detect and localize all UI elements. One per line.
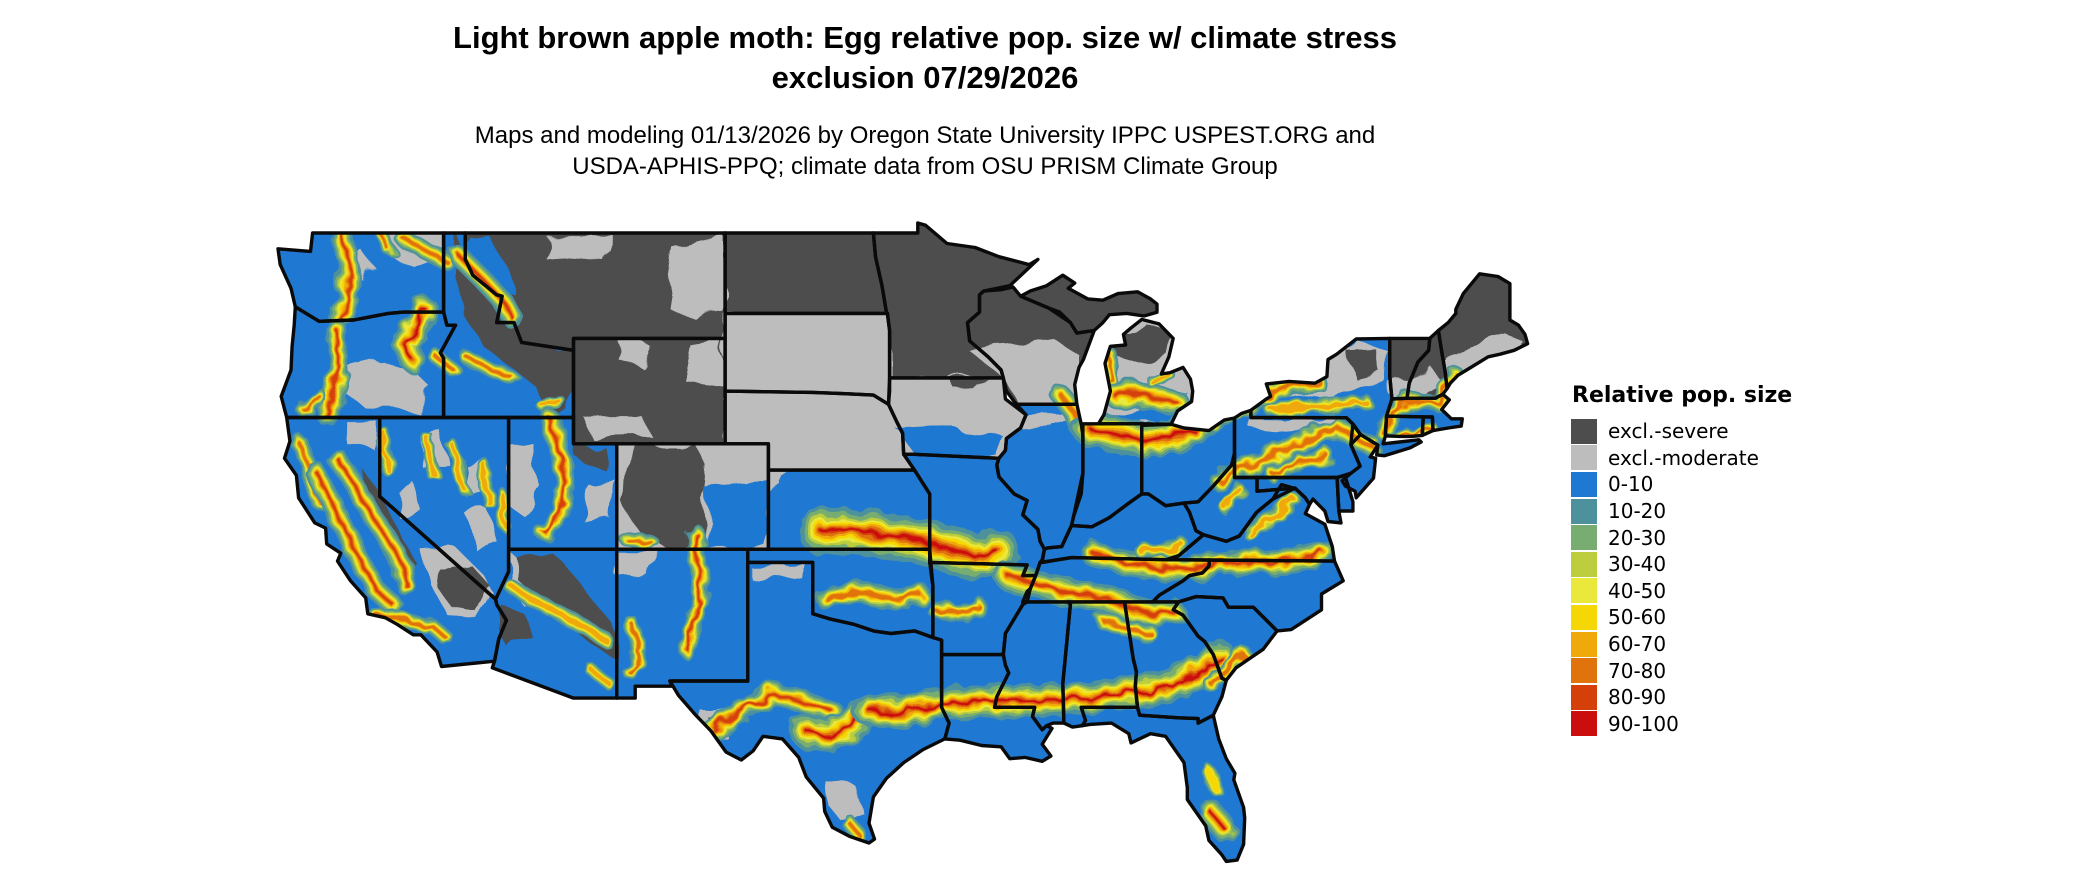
legend-row: 0-10 — [1571, 471, 1901, 498]
legend-label: excl.-moderate — [1608, 445, 1759, 470]
legend-swatch — [1571, 551, 1597, 577]
legend-label: 10-20 — [1608, 499, 1667, 524]
us-map-svg — [276, 221, 1530, 864]
legend-title: Relative pop. size — [1572, 383, 1793, 408]
legend-swatch — [1571, 631, 1597, 657]
legend-swatch — [1571, 684, 1597, 710]
legend-swatch — [1571, 711, 1597, 737]
legend-label: 40-50 — [1608, 578, 1667, 603]
legend-swatch — [1571, 498, 1597, 524]
legend-label: 0-10 — [1608, 472, 1654, 497]
legend-swatch — [1571, 604, 1597, 630]
legend-label: excl.-severe — [1608, 419, 1729, 444]
page-subtitle-line2: USDA-APHIS-PPQ; climate data from OSU PR… — [572, 153, 1278, 180]
legend-row: 10-20 — [1571, 498, 1901, 525]
legend-row: 20-30 — [1571, 524, 1901, 551]
legend-swatch — [1571, 418, 1597, 444]
page-title-line2: exclusion 07/29/2026 — [771, 60, 1079, 95]
legend-row: 60-70 — [1571, 631, 1901, 658]
page-subtitle: Maps and modeling 01/13/2026 by Oregon S… — [240, 120, 1610, 182]
legend-swatch — [1571, 471, 1597, 497]
legend-label: 80-90 — [1608, 685, 1667, 710]
legend-swatch — [1571, 525, 1597, 551]
legend-swatch — [1571, 658, 1597, 684]
legend-row: 30-40 — [1571, 551, 1901, 578]
legend-row: excl.-severe — [1571, 418, 1901, 445]
legend-label: 50-60 — [1608, 605, 1667, 630]
legend-label: 20-30 — [1608, 525, 1667, 550]
legend-label: 60-70 — [1608, 632, 1667, 657]
title-block: Light brown apple moth: Egg relative pop… — [240, 18, 1610, 98]
legend-row: 50-60 — [1571, 604, 1901, 631]
legend-label: 90-100 — [1608, 711, 1679, 736]
legend-row: 40-50 — [1571, 578, 1901, 605]
legend-row: excl.-moderate — [1571, 445, 1901, 472]
legend-row: 90-100 — [1571, 711, 1901, 738]
legend-swatch — [1571, 578, 1597, 604]
page-title-line1: Light brown apple moth: Egg relative pop… — [453, 20, 1397, 55]
legend: Relative pop. size excl.-severe excl.-mod… — [1571, 383, 1901, 737]
legend-row: 70-80 — [1571, 657, 1901, 684]
legend-swatch — [1571, 445, 1597, 471]
us-map — [230, 200, 1540, 890]
legend-label: 70-80 — [1608, 658, 1667, 683]
legend-row: 80-90 — [1571, 684, 1901, 711]
legend-entries: excl.-severe excl.-moderate 0-10 10-20 20-30… — [1571, 418, 1901, 737]
page-subtitle-line1: Maps and modeling 01/13/2026 by Oregon S… — [474, 122, 1376, 149]
legend-label: 30-40 — [1608, 552, 1667, 577]
page-title: Light brown apple moth: Egg relative pop… — [240, 18, 1610, 98]
